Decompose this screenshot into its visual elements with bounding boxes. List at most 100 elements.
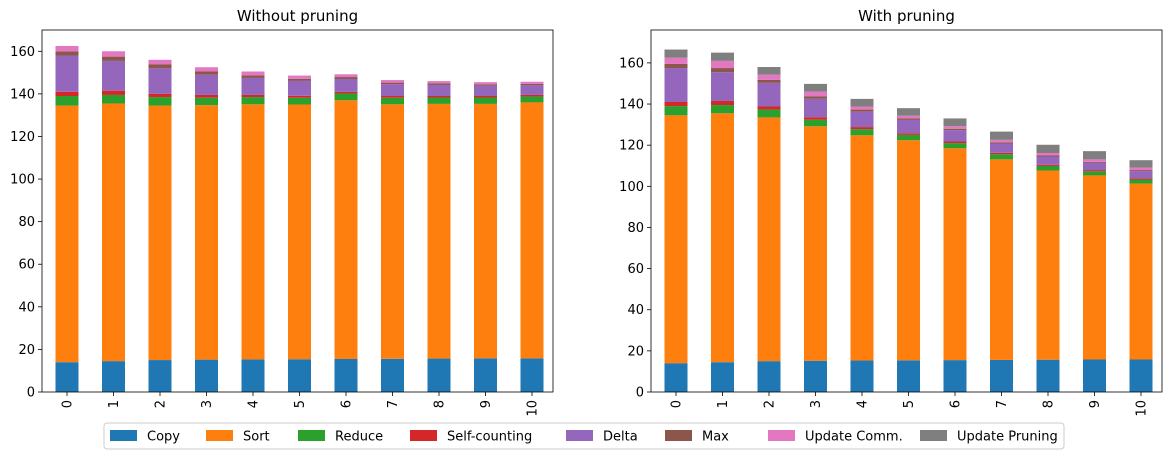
bar-segment-sort-9 <box>1083 175 1106 360</box>
bar-segment-copy-9 <box>474 358 497 392</box>
bar-segment-update-pruning-6 <box>943 118 967 127</box>
bar-segment-self-counting-0 <box>664 101 688 107</box>
bar-segment-update-comm--10 <box>520 81 544 84</box>
bar-segment-reduce-9 <box>1083 171 1106 176</box>
bar-segment-delta-8 <box>1036 156 1060 165</box>
bar-segment-max-9 <box>1083 161 1106 163</box>
bar-segment-delta-4 <box>850 111 874 128</box>
axes-frame <box>650 29 1163 393</box>
bar-segment-reduce-6 <box>334 93 358 101</box>
bar-segment-update-comm--2 <box>757 74 781 80</box>
bar-segment-update-comm--7 <box>381 80 404 83</box>
bar-segment-delta-5 <box>897 119 920 134</box>
bar-segment-max-7 <box>990 142 1013 144</box>
y-tick-label: 160 <box>10 45 35 60</box>
bar-segment-copy-0 <box>664 363 688 392</box>
bar-segment-update-comm--9 <box>1083 159 1106 162</box>
bar-segment-self-counting-5 <box>288 95 311 98</box>
bar-segment-delta-0 <box>55 55 79 92</box>
bar-segment-max-7 <box>381 82 404 85</box>
legend-swatch <box>665 430 692 441</box>
x-tick-label: 6 <box>340 400 355 408</box>
bar-segment-reduce-10 <box>1129 179 1153 184</box>
bar-segment-update-comm--2 <box>148 59 172 65</box>
bar-segment-update-comm--8 <box>1036 153 1060 156</box>
bar-segment-update-pruning-4 <box>850 98 874 107</box>
bar-segment-sort-3 <box>804 126 827 361</box>
legend-label: Copy <box>147 430 180 445</box>
bar-segment-self-counting-3 <box>804 117 827 120</box>
legend-label: Reduce <box>335 430 383 445</box>
axes-frame <box>41 29 554 393</box>
bar-segment-reduce-7 <box>381 97 404 105</box>
bar-segment-copy-2 <box>148 360 172 392</box>
x-tick-label: 8 <box>1042 400 1057 408</box>
bar-segment-delta-6 <box>943 130 967 142</box>
bar-segment-self-counting-10 <box>1129 178 1153 180</box>
bar-segment-reduce-4 <box>850 129 874 136</box>
chart-title: Without pruning <box>237 7 358 25</box>
bar-segment-copy-4 <box>241 359 265 392</box>
legend: Copy Sort Reduce Self-counting Delta Max Updat… <box>103 422 1065 450</box>
bar-segment-self-counting-2 <box>757 106 781 110</box>
bar-segment-sort-4 <box>241 104 265 360</box>
bar-segment-update-comm--7 <box>990 139 1013 143</box>
legend-swatch <box>768 430 795 441</box>
bar-segment-max-10 <box>520 83 544 86</box>
x-tick-label: 0 <box>670 400 685 408</box>
bar-segment-update-comm--1 <box>102 51 125 57</box>
bar-segment-sort-5 <box>897 140 920 361</box>
bar-segment-reduce-1 <box>102 94 125 104</box>
bar-segment-reduce-8 <box>1036 165 1060 171</box>
y-tick-label: 20 <box>627 344 644 359</box>
legend-swatch <box>298 430 325 441</box>
bar-segment-delta-8 <box>427 84 451 97</box>
bar-segment-self-counting-1 <box>102 90 125 95</box>
y-tick-label: 100 <box>10 173 35 188</box>
bar-segment-reduce-3 <box>195 97 218 106</box>
x-tick-label: 3 <box>809 400 824 408</box>
y-tick-label: 40 <box>18 300 35 315</box>
x-tick-label: 3 <box>200 400 215 408</box>
bar-segment-max-4 <box>241 75 265 78</box>
x-tick-label: 2 <box>154 400 169 408</box>
bar-segment-max-3 <box>804 96 827 99</box>
legend-swatch <box>110 430 137 441</box>
chart-title: With pruning <box>858 7 955 25</box>
bar-segment-update-comm--5 <box>288 75 311 79</box>
bar-segment-self-counting-4 <box>241 94 265 98</box>
bar-segment-delta-5 <box>288 80 311 96</box>
x-tick-label: 0 <box>61 400 76 408</box>
y-tick-label: 60 <box>627 262 644 277</box>
y-tick-label: 140 <box>10 87 35 102</box>
bar-segment-update-comm--0 <box>664 57 688 64</box>
legend-swatch <box>566 430 593 441</box>
bar-segment-update-pruning-2 <box>757 67 781 75</box>
x-tick-label: 10 <box>1135 400 1150 417</box>
bar-segment-self-counting-8 <box>427 96 451 98</box>
bar-segment-delta-3 <box>804 98 827 118</box>
bar-segment-delta-2 <box>757 82 781 107</box>
bar-segment-self-counting-6 <box>943 141 967 144</box>
bar-segment-self-counting-8 <box>1036 164 1060 166</box>
bar-segment-max-5 <box>288 78 311 81</box>
bar-segment-max-2 <box>757 79 781 83</box>
bar-segment-delta-9 <box>1083 162 1106 171</box>
bar-segment-max-8 <box>1036 155 1060 157</box>
bar-segment-reduce-0 <box>55 96 79 106</box>
bar-segment-update-comm--6 <box>943 126 967 129</box>
bar-segment-sort-9 <box>474 103 497 359</box>
y-tick-label: 60 <box>18 258 35 273</box>
bar-segment-delta-7 <box>381 84 404 97</box>
bar-segment-self-counting-1 <box>711 100 734 106</box>
y-tick-label: 40 <box>627 303 644 318</box>
bar-segment-update-pruning-5 <box>897 108 920 116</box>
bar-segment-copy-6 <box>334 358 358 392</box>
bar-segment-reduce-1 <box>711 105 734 114</box>
bar-segment-max-6 <box>943 128 967 131</box>
bar-segment-self-counting-3 <box>195 94 218 98</box>
bar-segment-update-comm--5 <box>897 115 920 119</box>
bar-segment-self-counting-10 <box>520 94 544 97</box>
bar-segment-delta-1 <box>102 60 125 91</box>
